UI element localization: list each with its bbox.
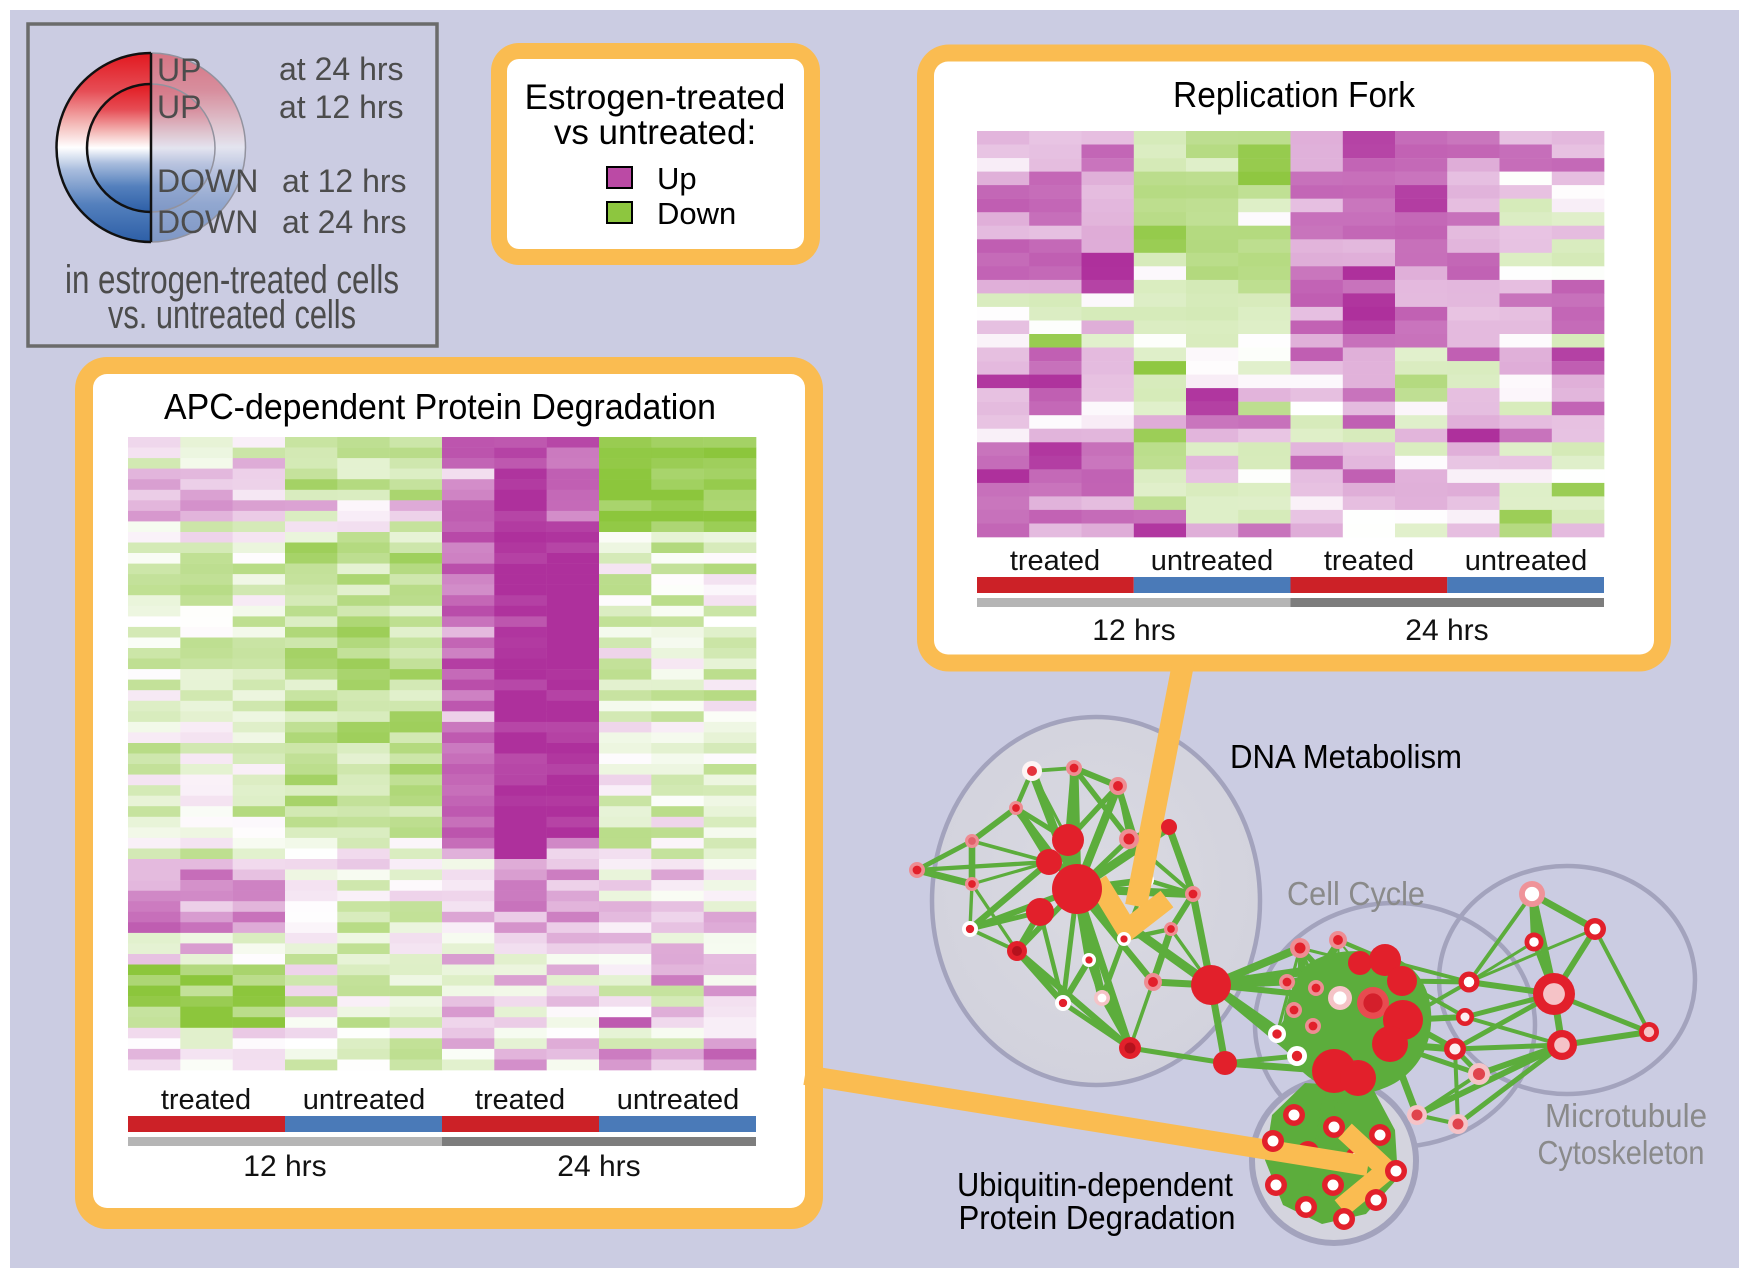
svg-text:treated: treated: [1010, 545, 1100, 577]
svg-text:24 hrs: 24 hrs: [557, 1150, 640, 1183]
svg-text:Down: Down: [657, 196, 736, 231]
svg-text:24 hrs: 24 hrs: [1405, 614, 1488, 647]
svg-text:at 24 hrs: at 24 hrs: [282, 204, 407, 240]
svg-text:Up: Up: [657, 161, 697, 196]
svg-text:DOWN: DOWN: [157, 204, 258, 240]
svg-text:Protein Degradation: Protein Degradation: [959, 1199, 1236, 1236]
svg-text:at 24 hrs: at 24 hrs: [279, 51, 404, 87]
svg-text:Ubiquitin-dependent: Ubiquitin-dependent: [957, 1166, 1233, 1203]
svg-text:DOWN: DOWN: [157, 163, 258, 199]
svg-text:treated: treated: [161, 1084, 251, 1116]
svg-text:untreated: untreated: [303, 1084, 426, 1116]
svg-text:Replication Fork: Replication Fork: [1173, 74, 1416, 115]
svg-text:vs. untreated cells: vs. untreated cells: [108, 293, 356, 337]
svg-text:Cell Cycle: Cell Cycle: [1287, 875, 1425, 912]
svg-text:treated: treated: [1324, 545, 1414, 577]
svg-text:Cytoskeleton: Cytoskeleton: [1538, 1134, 1705, 1171]
svg-text:UP: UP: [157, 89, 201, 125]
svg-text:at 12 hrs: at 12 hrs: [279, 89, 404, 125]
svg-text:UP: UP: [157, 52, 201, 88]
svg-text:untreated: untreated: [617, 1084, 740, 1116]
svg-text:vs untreated:: vs untreated:: [554, 113, 756, 152]
svg-text:APC-dependent Protein Degradat: APC-dependent Protein Degradation: [164, 386, 716, 427]
svg-text:Estrogen-treated: Estrogen-treated: [525, 78, 786, 117]
svg-text:12 hrs: 12 hrs: [243, 1150, 326, 1183]
svg-text:DNA Metabolism: DNA Metabolism: [1230, 738, 1462, 775]
svg-text:untreated: untreated: [1465, 545, 1588, 577]
svg-text:Microtubule: Microtubule: [1545, 1097, 1707, 1134]
svg-text:12 hrs: 12 hrs: [1092, 614, 1175, 647]
svg-text:in estrogen-treated cells: in estrogen-treated cells: [65, 258, 399, 302]
svg-text:at 12 hrs: at 12 hrs: [282, 163, 407, 199]
svg-text:treated: treated: [475, 1084, 565, 1116]
svg-text:untreated: untreated: [1151, 545, 1274, 577]
